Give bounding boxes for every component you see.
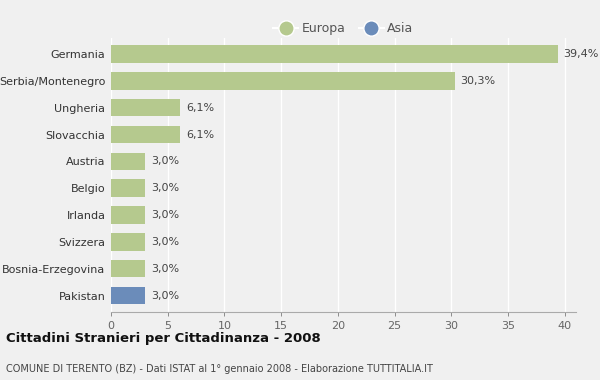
Text: 3,0%: 3,0%	[151, 210, 179, 220]
Text: 6,1%: 6,1%	[186, 103, 214, 113]
Bar	[111, 233, 145, 250]
Text: 3,0%: 3,0%	[151, 264, 179, 274]
Bar	[111, 179, 145, 197]
Text: COMUNE DI TERENTO (BZ) - Dati ISTAT al 1° gennaio 2008 - Elaborazione TUTTITALIA: COMUNE DI TERENTO (BZ) - Dati ISTAT al 1…	[6, 364, 433, 374]
Bar	[111, 99, 180, 116]
Text: 30,3%: 30,3%	[460, 76, 496, 86]
Bar	[111, 45, 558, 63]
Bar	[111, 206, 145, 224]
Text: Cittadini Stranieri per Cittadinanza - 2008: Cittadini Stranieri per Cittadinanza - 2…	[6, 332, 321, 345]
Text: 3,0%: 3,0%	[151, 237, 179, 247]
Legend: Europa, Asia: Europa, Asia	[268, 17, 419, 40]
Text: 39,4%: 39,4%	[563, 49, 599, 59]
Text: 3,0%: 3,0%	[151, 157, 179, 166]
Bar	[111, 153, 145, 170]
Bar	[111, 72, 455, 90]
Text: 3,0%: 3,0%	[151, 290, 179, 301]
Text: 6,1%: 6,1%	[186, 130, 214, 139]
Text: 3,0%: 3,0%	[151, 183, 179, 193]
Bar	[111, 126, 180, 143]
Bar	[111, 260, 145, 277]
Bar	[111, 287, 145, 304]
